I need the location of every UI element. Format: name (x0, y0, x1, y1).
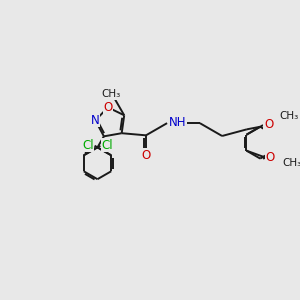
Text: CH₃: CH₃ (102, 89, 121, 99)
Text: O: O (266, 151, 275, 164)
Text: O: O (264, 118, 273, 131)
Text: O: O (141, 148, 151, 162)
Text: Cl: Cl (101, 139, 113, 152)
Text: CH₃: CH₃ (279, 111, 298, 121)
Text: CH₃: CH₃ (282, 158, 300, 168)
Text: O: O (103, 100, 112, 114)
Text: Cl: Cl (82, 139, 94, 152)
Text: NH: NH (169, 116, 187, 129)
Text: N: N (91, 114, 99, 127)
